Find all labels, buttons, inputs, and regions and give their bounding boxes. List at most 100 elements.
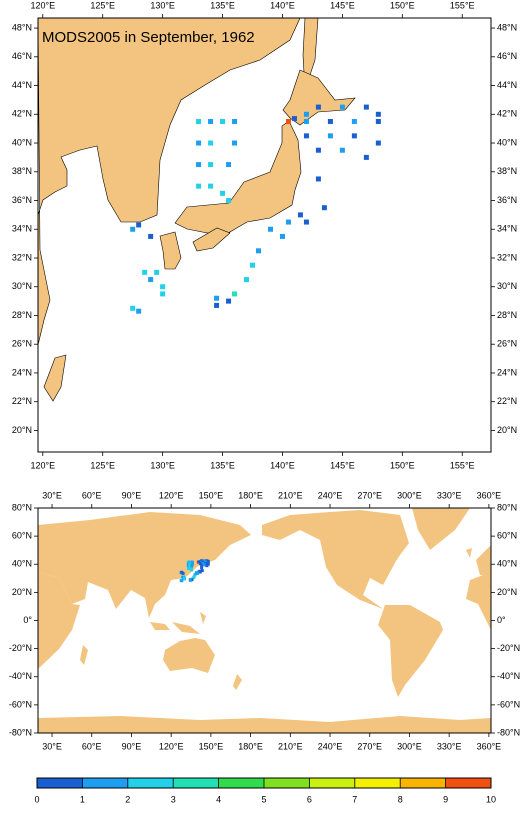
y-tick-label: 40°N bbox=[497, 559, 517, 569]
observation-cell bbox=[182, 577, 186, 581]
y-tick-label: 40°N bbox=[12, 559, 32, 569]
honshu bbox=[174, 120, 302, 237]
observation-cell bbox=[315, 104, 321, 110]
observation-cell bbox=[321, 205, 327, 211]
y-tick-label: 22°N bbox=[12, 396, 32, 406]
y-tick-label: 26°N bbox=[12, 339, 32, 349]
africa-east bbox=[466, 572, 491, 630]
observation-cell bbox=[188, 577, 192, 581]
observation-cell bbox=[190, 560, 194, 564]
y-tick-label: -60°N bbox=[9, 699, 32, 709]
y-tick-label: 40°N bbox=[12, 137, 32, 147]
observation-cell bbox=[160, 284, 166, 290]
x-tick-label: 60°E bbox=[82, 490, 102, 500]
x-tick-label: 240°E bbox=[318, 490, 343, 500]
y-tick-label: 46°N bbox=[497, 51, 517, 61]
observation-cell bbox=[200, 563, 204, 567]
observation-cell bbox=[189, 567, 193, 571]
observation-cell bbox=[339, 147, 345, 153]
colorbar-swatch bbox=[264, 778, 310, 788]
colorbar-swatch bbox=[173, 778, 219, 788]
australia bbox=[163, 638, 215, 673]
colorbar-tick-label: 7 bbox=[352, 794, 357, 804]
x-tick-label: 140°E bbox=[270, 460, 295, 470]
observation-cell bbox=[285, 219, 291, 225]
x-tick-label: 130°E bbox=[150, 460, 175, 470]
mainland bbox=[37, 17, 301, 346]
observation-cell bbox=[188, 564, 192, 568]
observation-cell bbox=[232, 118, 238, 124]
x-tick-label: 140°E bbox=[270, 0, 295, 10]
global-land bbox=[38, 508, 491, 733]
x-tick-label: 150°E bbox=[199, 741, 224, 751]
maritime-asia bbox=[150, 612, 206, 634]
colorbar-swatch bbox=[309, 778, 355, 788]
y-tick-label: 22°N bbox=[497, 396, 517, 406]
observation-cell bbox=[200, 566, 204, 570]
y-tick-label: 20°N bbox=[12, 587, 32, 597]
y-tick-label: 26°N bbox=[497, 339, 517, 349]
colorbar-swatch bbox=[37, 778, 83, 788]
observation-cell bbox=[363, 104, 369, 110]
y-tick-label: 30°N bbox=[497, 281, 517, 291]
colorbar-swatch bbox=[127, 778, 174, 788]
y-tick-label: 60°N bbox=[12, 531, 32, 541]
north-america bbox=[262, 510, 409, 609]
y-tick-label: 28°N bbox=[497, 310, 517, 320]
observation-cell bbox=[220, 190, 226, 196]
regional-land bbox=[37, 17, 356, 402]
observation-cell bbox=[196, 571, 200, 575]
observation-cell bbox=[303, 219, 309, 225]
observation-cell bbox=[232, 291, 238, 297]
x-tick-label: 360°E bbox=[477, 741, 502, 751]
observation-cell bbox=[226, 198, 232, 204]
observation-cell bbox=[375, 111, 381, 117]
observation-cell bbox=[136, 308, 142, 314]
y-tick-label: 30°N bbox=[12, 281, 32, 291]
x-tick-label: 135°E bbox=[210, 0, 235, 10]
x-tick-label: 30°E bbox=[42, 741, 62, 751]
observation-cell bbox=[303, 111, 309, 117]
observation-cell bbox=[197, 560, 201, 564]
x-tick-label: 120°E bbox=[30, 0, 55, 10]
observation-cell bbox=[130, 226, 136, 232]
observation-cell bbox=[375, 118, 381, 124]
observation-cell bbox=[208, 162, 214, 168]
y-tick-label: 80°N bbox=[12, 502, 32, 512]
observation-cell bbox=[232, 140, 238, 146]
y-tick-label: 42°N bbox=[12, 109, 32, 119]
kyushu bbox=[159, 231, 182, 270]
new-zealand bbox=[233, 674, 242, 690]
x-tick-label: 240°E bbox=[318, 741, 343, 751]
colorbar-tick-label: 3 bbox=[171, 794, 176, 804]
map-title: MODS2005 in September, 1962 bbox=[42, 29, 255, 46]
x-tick-label: 135°E bbox=[210, 460, 235, 470]
x-tick-label: 155°E bbox=[450, 460, 475, 470]
greenland bbox=[412, 508, 470, 550]
colorbar-swatch bbox=[445, 778, 491, 788]
x-tick-label: 180°E bbox=[238, 741, 263, 751]
observation-cell bbox=[196, 183, 202, 189]
observation-cell bbox=[180, 579, 184, 583]
colorbar-tick-label: 1 bbox=[80, 794, 85, 804]
y-tick-label: 48°N bbox=[497, 22, 517, 32]
y-tick-label: 48°N bbox=[12, 22, 32, 32]
colorbar-tick-label: 0 bbox=[34, 794, 39, 804]
observation-cell bbox=[142, 269, 148, 275]
x-tick-label: 155°E bbox=[450, 0, 475, 10]
colorbar-swatch bbox=[354, 778, 401, 788]
observation-cell bbox=[297, 212, 303, 218]
x-tick-label: 330°E bbox=[437, 741, 462, 751]
x-tick-label: 60°E bbox=[82, 741, 102, 751]
y-tick-label: 60°N bbox=[497, 531, 517, 541]
regional-frame bbox=[37, 17, 492, 453]
colorbar-tick-label: 10 bbox=[486, 794, 496, 804]
y-tick-label: 46°N bbox=[12, 51, 32, 61]
colorbar-tick-label: 6 bbox=[307, 794, 312, 804]
observation-cell bbox=[285, 118, 291, 124]
observation-cell bbox=[202, 563, 206, 567]
y-tick-label: 36°N bbox=[497, 195, 517, 205]
y-tick-label: 40°N bbox=[497, 137, 517, 147]
hokkaido bbox=[282, 69, 356, 126]
